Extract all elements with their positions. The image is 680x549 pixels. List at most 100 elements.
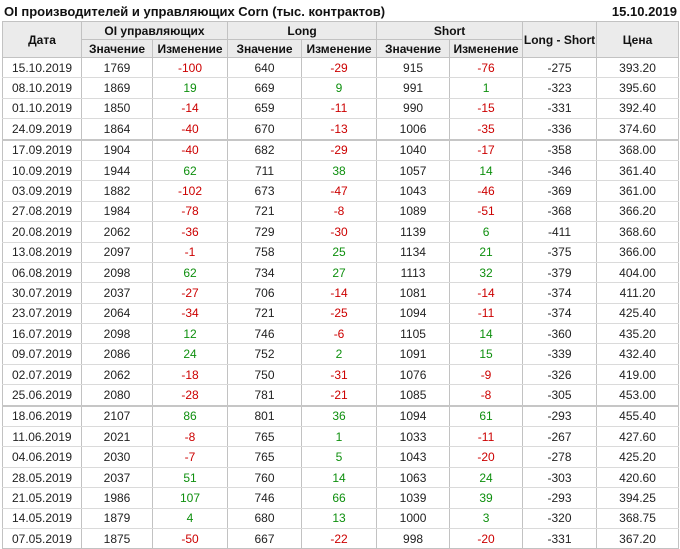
- cell-oi-change: 51: [151, 466, 229, 489]
- cell-long-value: 670: [227, 118, 303, 141]
- cell-short-value: 1039: [376, 487, 451, 509]
- cell-short-value: 1043: [376, 446, 451, 468]
- cell-oi-value: 2021: [81, 426, 153, 448]
- cell-short-change: 1: [449, 77, 524, 99]
- cell-price: 432.40: [596, 343, 680, 365]
- cell-long-short: -346: [522, 159, 598, 182]
- cell-oi-value: 2064: [81, 302, 153, 325]
- cell-short-value: 1089: [376, 200, 451, 223]
- cell-oi-value: 2098: [81, 261, 153, 284]
- cell-long-value: 746: [227, 487, 303, 509]
- cell-short-value: 1081: [376, 282, 451, 304]
- cell-short-value: 1040: [376, 139, 451, 161]
- table-row: 17.09.2019 1904 -40 682 -29 1040 -17 -358 368.00: [2, 139, 680, 161]
- cell-long-change: -47: [301, 180, 378, 202]
- table-row: 03.09.2019 1882 -102 673 -47 1043 -46 -369 361.0…: [2, 180, 680, 202]
- cell-date: 24.09.2019: [2, 118, 82, 141]
- cell-oi-value: 2062: [81, 221, 153, 243]
- cell-long-value: 711: [227, 159, 303, 182]
- cell-short-value: 1105: [376, 323, 451, 345]
- cell-short-change: -8: [449, 384, 524, 407]
- cell-long-value: 673: [227, 180, 303, 202]
- cell-long-change: 38: [301, 159, 378, 182]
- cell-oi-value: 2037: [81, 282, 153, 304]
- cell-long-change: -29: [301, 56, 378, 79]
- cell-short-value: 915: [376, 56, 451, 79]
- table-row: 25.06.2019 2080 -28 781 -21 1085 -8 -305 453.00: [2, 384, 680, 407]
- cell-oi-change: -7: [151, 446, 229, 468]
- cell-oi-value: 2107: [81, 405, 153, 428]
- cell-short-change: 15: [449, 343, 524, 365]
- cell-long-value: 706: [227, 282, 303, 304]
- cell-date: 14.05.2019: [2, 507, 82, 529]
- cell-short-value: 1113: [376, 261, 451, 284]
- cell-date: 04.06.2019: [2, 446, 82, 468]
- cell-oi-value: 1944: [81, 159, 153, 182]
- cell-short-value: 1006: [376, 118, 451, 141]
- cell-long-change: 5: [301, 446, 378, 468]
- table-row: 24.09.2019 1864 -40 670 -13 1006 -35 -336 374.60: [2, 118, 680, 141]
- cell-long-short: -275: [522, 56, 598, 79]
- cell-price: 420.60: [596, 466, 680, 489]
- title-bar: OI производителей и управляющих Corn (ты…: [0, 0, 680, 21]
- col-header-date: Дата: [2, 21, 82, 58]
- cell-short-value: 990: [376, 97, 451, 120]
- cell-oi-change: 86: [151, 405, 229, 428]
- cell-short-value: 1139: [376, 221, 451, 243]
- cell-long-change: -11: [301, 97, 378, 120]
- cell-long-short: -369: [522, 180, 598, 202]
- cell-oi-value: 1879: [81, 507, 153, 529]
- cell-price: 368.00: [596, 139, 680, 161]
- table-row: 16.07.2019 2098 12 746 -6 1105 14 -360 435.20: [2, 323, 680, 345]
- cell-oi-value: 2037: [81, 466, 153, 489]
- cell-short-change: 32: [449, 261, 524, 284]
- cell-short-value: 1076: [376, 363, 451, 386]
- cell-short-change: 14: [449, 323, 524, 345]
- table-row: 09.07.2019 2086 24 752 2 1091 15 -339 432.40: [2, 343, 680, 365]
- cell-short-value: 1094: [376, 405, 451, 428]
- cell-long-short: -323: [522, 77, 598, 99]
- cell-short-change: -46: [449, 180, 524, 202]
- cell-long-short: -368: [522, 200, 598, 223]
- cell-long-change: -25: [301, 302, 378, 325]
- cell-short-change: -11: [449, 302, 524, 325]
- table-row: 07.05.2019 1875 -50 667 -22 998 -20 -331 367.20: [2, 527, 680, 549]
- cell-date: 23.07.2019: [2, 302, 82, 325]
- cell-oi-change: 19: [151, 77, 229, 99]
- table-row: 28.05.2019 2037 51 760 14 1063 24 -303 420.60: [2, 466, 680, 489]
- col-header-short-change: Изменение: [449, 39, 524, 58]
- cell-price: 361.40: [596, 159, 680, 182]
- cell-long-short: -326: [522, 363, 598, 386]
- cell-price: 455.40: [596, 405, 680, 428]
- cell-oi-value: 2062: [81, 363, 153, 386]
- cell-short-change: 14: [449, 159, 524, 182]
- col-group-short: Short: [376, 21, 524, 40]
- cell-date: 16.07.2019: [2, 323, 82, 345]
- cell-long-value: 729: [227, 221, 303, 243]
- cell-price: 395.60: [596, 77, 680, 99]
- cell-long-short: -379: [522, 261, 598, 284]
- cell-price: 394.25: [596, 487, 680, 509]
- cell-oi-change: -78: [151, 200, 229, 223]
- cell-long-value: 781: [227, 384, 303, 407]
- cell-long-short: -305: [522, 384, 598, 407]
- cell-long-change: -22: [301, 527, 378, 549]
- cell-oi-change: -34: [151, 302, 229, 325]
- cell-date: 17.09.2019: [2, 139, 82, 161]
- cell-long-short: -375: [522, 241, 598, 263]
- cell-long-short: -293: [522, 487, 598, 509]
- cell-long-short: -303: [522, 466, 598, 489]
- cell-oi-value: 1864: [81, 118, 153, 141]
- cell-long-short: -267: [522, 426, 598, 448]
- cell-price: 361.00: [596, 180, 680, 202]
- cell-oi-value: 1875: [81, 527, 153, 549]
- cell-oi-change: -102: [151, 180, 229, 202]
- cell-date: 28.05.2019: [2, 466, 82, 489]
- cell-price: 366.20: [596, 200, 680, 223]
- cell-short-change: 39: [449, 487, 524, 509]
- cell-long-change: 13: [301, 507, 378, 529]
- cell-date: 07.05.2019: [2, 527, 82, 549]
- cell-short-value: 1085: [376, 384, 451, 407]
- cell-long-value: 680: [227, 507, 303, 529]
- cell-date: 02.07.2019: [2, 363, 82, 386]
